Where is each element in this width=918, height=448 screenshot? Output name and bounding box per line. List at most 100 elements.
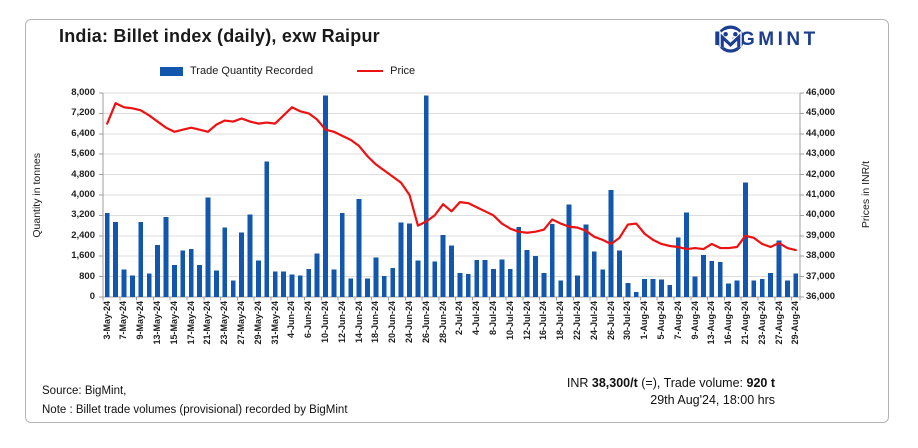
quantity-bar bbox=[566, 204, 572, 297]
x-axis-date-label: 6-Jun-24 bbox=[303, 301, 314, 339]
quantity-bar bbox=[549, 224, 555, 297]
x-axis-date-label: 16-Aug-24 bbox=[723, 301, 734, 345]
right-axis-tick-label: 44,000 bbox=[806, 127, 836, 139]
legend-item-quantity: Trade Quantity Recorded bbox=[160, 65, 313, 77]
x-axis-date-label: 4-Jun-24 bbox=[286, 301, 297, 339]
quantity-bar bbox=[759, 278, 765, 297]
quantity-bar bbox=[390, 268, 396, 297]
quantity-bar bbox=[331, 269, 337, 297]
quantity-bar bbox=[633, 291, 639, 297]
x-axis-date-label: 9-Aug-24 bbox=[689, 301, 700, 340]
x-axis-date-label: 29-May-24 bbox=[252, 301, 263, 345]
quantity-bar bbox=[255, 260, 261, 297]
quantity-bar bbox=[104, 212, 110, 297]
quantity-bar bbox=[449, 245, 454, 297]
quantity-bar bbox=[188, 249, 194, 297]
right-axis-tick-label: 37,000 bbox=[806, 270, 836, 282]
quantity-bar bbox=[583, 224, 589, 297]
quantity-bar bbox=[339, 213, 345, 297]
quantity-bar bbox=[348, 278, 354, 297]
quantity-bar bbox=[591, 251, 597, 297]
quantity-bar bbox=[314, 253, 320, 297]
right-axis-tick-label: 46,000 bbox=[806, 87, 836, 98]
quantity-bar bbox=[667, 284, 673, 297]
x-axis-date-label: 26-Jun-24 bbox=[420, 301, 431, 344]
left-axis-tick-label: 800 bbox=[79, 270, 95, 282]
legend-line-swatch bbox=[357, 69, 384, 73]
quantity-bar bbox=[423, 95, 429, 297]
left-axis-tick-label: 3,200 bbox=[71, 209, 95, 221]
x-axis-date-label: 8-Jul-24 bbox=[487, 301, 498, 336]
quantity-bar bbox=[289, 274, 295, 297]
quantity-bar bbox=[146, 273, 152, 297]
price-caption: INR 38,300/t (=), Trade volume: 920 t 29… bbox=[567, 375, 775, 409]
quantity-bar bbox=[642, 278, 648, 297]
x-axis-date-label: 7-May-24 bbox=[118, 301, 129, 340]
quantity-bar bbox=[617, 250, 622, 297]
x-axis-date-label: 23-Aug-24 bbox=[756, 301, 767, 345]
x-axis-date-label: 18-Jul-24 bbox=[555, 301, 566, 341]
left-axis-tick-label: 7,200 bbox=[71, 107, 95, 119]
price-caption-line2: 29th Aug'24, 18:00 hrs bbox=[650, 393, 775, 407]
quantity-bar bbox=[491, 268, 496, 297]
quantity-bar bbox=[247, 214, 253, 297]
quantity-bar bbox=[197, 265, 202, 298]
right-axis-tick-label: 45,000 bbox=[806, 107, 836, 119]
x-axis-date-label: 22-Jul-24 bbox=[571, 301, 582, 341]
legend-item-price: Price bbox=[357, 65, 415, 77]
quantity-bar bbox=[356, 199, 362, 297]
left-axis-tick-label: 5,600 bbox=[71, 148, 95, 160]
quantity-bar bbox=[323, 95, 328, 297]
quantity-bar bbox=[171, 265, 177, 298]
left-axis-tick-label: 6,400 bbox=[71, 127, 95, 139]
bigmint-logo: BIGMINT bbox=[714, 24, 819, 53]
quantity-bar bbox=[717, 262, 723, 297]
quantity-bar bbox=[121, 269, 127, 297]
quantity-bar bbox=[373, 257, 379, 297]
quantity-bar bbox=[281, 271, 286, 297]
quantity-bar bbox=[129, 275, 135, 297]
source-line: Source: BigMint, bbox=[42, 385, 127, 397]
quantity-bar bbox=[398, 222, 404, 297]
quantity-bar bbox=[743, 182, 748, 297]
legend-line-label: Price bbox=[390, 65, 416, 77]
quantity-bar bbox=[768, 273, 774, 297]
x-axis-date-label: 4-Jul-24 bbox=[471, 301, 482, 336]
quantity-bar bbox=[365, 278, 370, 297]
chart-legend: Trade Quantity Recorded Price bbox=[160, 65, 415, 77]
x-axis-date-label: 24-Jul-24 bbox=[588, 301, 599, 341]
quantity-bar bbox=[440, 235, 446, 297]
quantity-bar bbox=[213, 270, 219, 297]
x-axis-date-label: 5-Aug-24 bbox=[655, 301, 666, 340]
right-axis-tick-label: 36,000 bbox=[806, 291, 836, 302]
x-axis-date-label: 28-Jun-24 bbox=[437, 301, 448, 344]
quantity-bar bbox=[776, 240, 782, 297]
legend-bar-swatch bbox=[160, 66, 183, 76]
quantity-bar bbox=[465, 274, 471, 297]
caption-segment: (=), bbox=[637, 376, 661, 390]
quantity-bar bbox=[457, 273, 463, 297]
quantity-bar bbox=[230, 280, 236, 297]
quantity-bar bbox=[138, 221, 144, 297]
x-axis-date-label: 26-Jul-24 bbox=[605, 301, 616, 341]
quantity-bar bbox=[600, 269, 606, 297]
caption-segment: 920 t bbox=[746, 376, 776, 390]
quantity-bar bbox=[239, 232, 244, 297]
caption-segment: INR bbox=[566, 376, 592, 390]
x-axis-date-label: 21-Aug-24 bbox=[739, 301, 750, 345]
x-axis-date-label: 27-Aug-24 bbox=[773, 301, 784, 345]
quantity-bar bbox=[659, 279, 664, 297]
quantity-bar bbox=[684, 212, 690, 297]
left-axis-tick-label: 0 bbox=[89, 291, 95, 302]
x-axis-date-label: 17-May-24 bbox=[185, 301, 196, 345]
right-axis-tick-label: 41,000 bbox=[806, 189, 836, 200]
quantity-bar bbox=[692, 276, 698, 297]
quantity-bar bbox=[163, 217, 169, 297]
quantity-bar bbox=[709, 260, 715, 297]
left-axis-tick-label: 4,800 bbox=[71, 168, 95, 180]
x-axis-date-label: 1-Aug-24 bbox=[639, 301, 650, 340]
x-axis-date-label: 20-Jun-24 bbox=[387, 301, 398, 344]
quantity-bar bbox=[675, 237, 681, 297]
quantity-bar bbox=[474, 259, 480, 297]
